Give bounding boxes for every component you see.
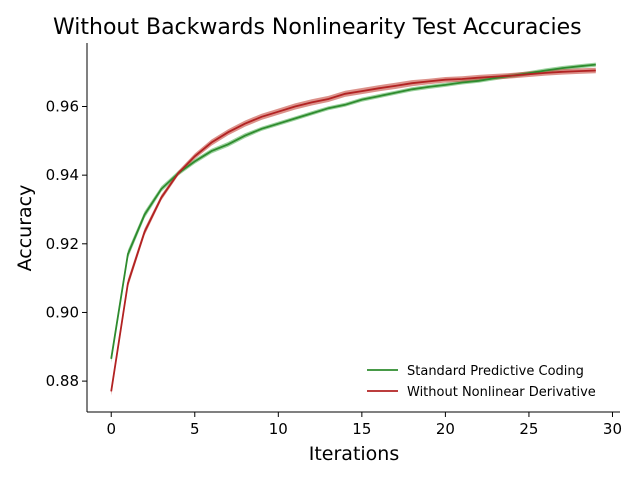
x-tick-label: 0 <box>106 420 116 438</box>
y-ticks: 0.88 0.90 0.92 0.94 0.96 <box>46 98 87 390</box>
confidence-bands <box>111 62 596 396</box>
series-0-line <box>110 63 596 359</box>
x-tick-label: 5 <box>190 420 200 438</box>
series-1-line <box>110 69 596 392</box>
y-tick-label: 0.96 <box>46 98 79 116</box>
y-tick-label: 0.88 <box>46 372 79 390</box>
axes <box>86 43 620 413</box>
series-0-band <box>111 62 596 363</box>
x-tick-label: 20 <box>436 420 455 438</box>
x-tick-label: 10 <box>269 420 288 438</box>
y-tick-label: 0.92 <box>46 235 79 253</box>
x-tick-label: 15 <box>352 420 371 438</box>
y-tick-label: 0.94 <box>46 166 79 184</box>
x-tick-label: 25 <box>519 420 538 438</box>
x-ticks: 0 5 10 15 20 25 30 <box>106 412 622 438</box>
series-lines <box>110 63 596 392</box>
y-axis-label: Accuracy <box>14 185 36 272</box>
legend-label-1: Without Nonlinear Derivative <box>407 385 596 400</box>
legend: Standard Predictive Coding Without Nonlin… <box>367 364 596 400</box>
x-tick-label: 30 <box>603 420 622 438</box>
y-tick-label: 0.90 <box>46 303 79 321</box>
legend-label-0: Standard Predictive Coding <box>407 364 584 379</box>
chart-title: Without Backwards Nonlinearity Test Accu… <box>53 15 582 40</box>
series-1-band <box>111 67 596 396</box>
x-axis-label: Iterations <box>309 443 400 465</box>
